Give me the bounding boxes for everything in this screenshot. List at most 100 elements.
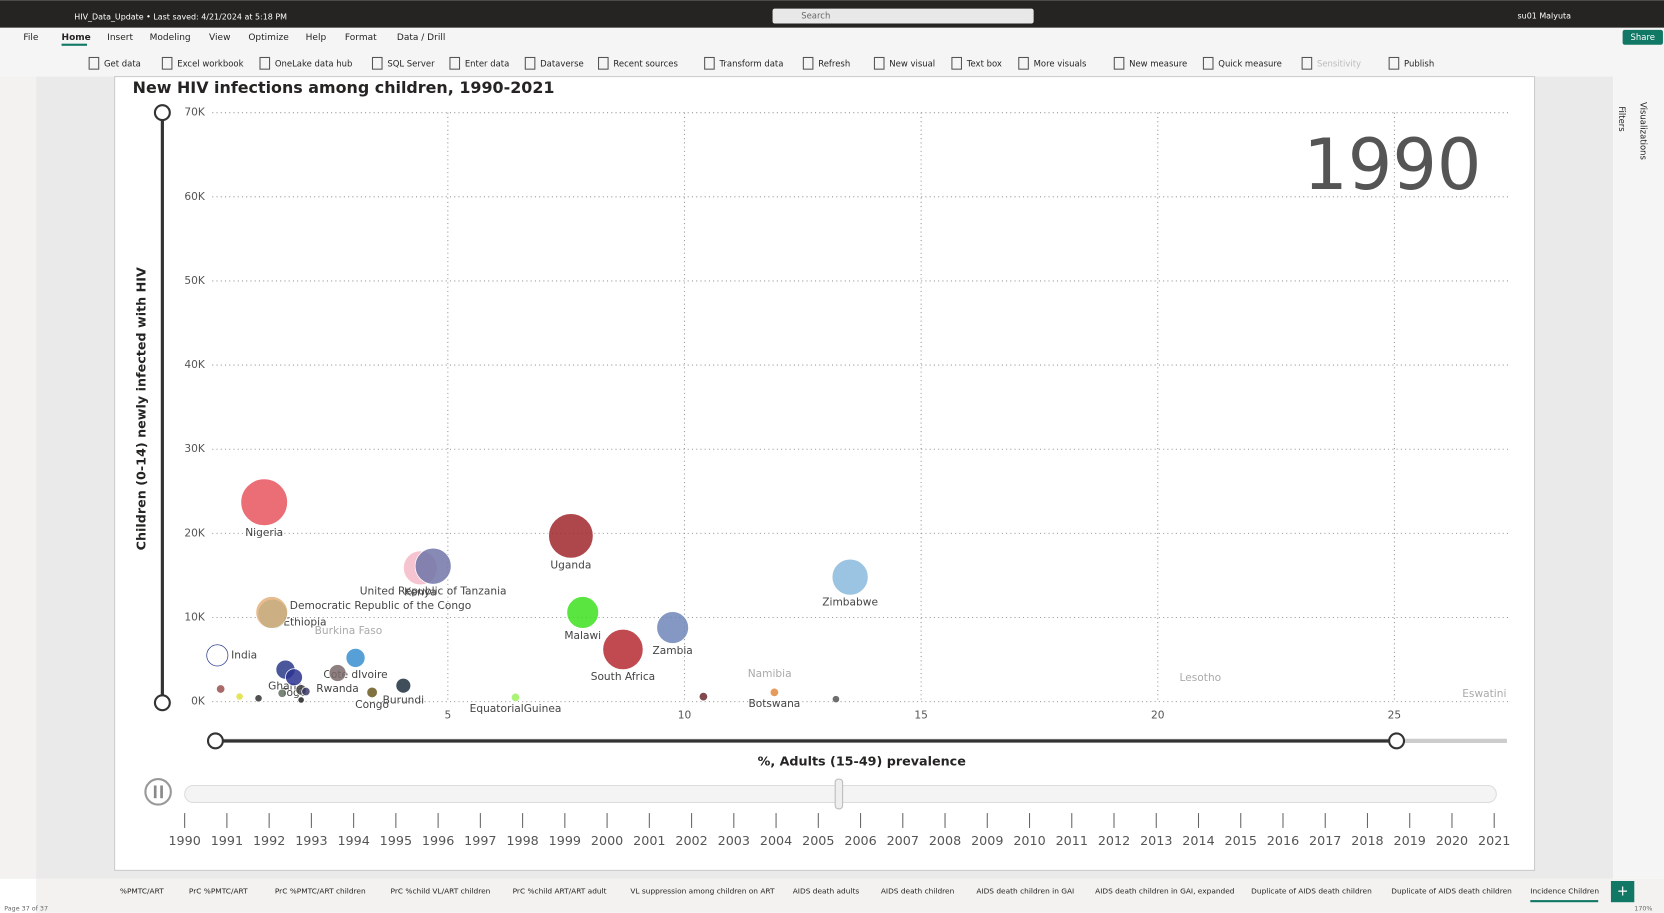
menu-item[interactable]: Modeling (150, 33, 191, 43)
year-label[interactable]: 2011 (1056, 834, 1088, 849)
x-tick-label: 10 (678, 708, 692, 721)
page-tab[interactable]: AIDS death children in GAI (976, 887, 1074, 896)
ribbon-button[interactable]: Dataverse (540, 58, 584, 68)
menu-item[interactable]: Home (62, 33, 91, 43)
page-tab[interactable]: PrC %child ART/ART adult (513, 887, 607, 896)
bubble-label: Botswana (748, 697, 800, 710)
page-tab[interactable]: AIDS death children (881, 887, 955, 896)
page-tab[interactable]: Duplicate of AIDS death children (1391, 887, 1512, 896)
ribbon-button[interactable]: New visual (889, 58, 935, 68)
y-tick-label: 0K (191, 695, 206, 708)
x-slider-handle[interactable] (1388, 732, 1406, 750)
x-tick-label: 25 (1388, 708, 1402, 721)
page-tab[interactable]: %PMTC/ART (120, 887, 164, 896)
year-label[interactable]: 1992 (253, 834, 285, 849)
menu-item[interactable]: Insert (107, 33, 133, 43)
year-label[interactable]: 2012 (1098, 834, 1130, 849)
bubble (235, 692, 244, 701)
search-box[interactable] (772, 8, 1034, 24)
year-label[interactable]: 2016 (1267, 834, 1299, 849)
year-label[interactable]: 2010 (1013, 834, 1045, 849)
year-label[interactable]: 2001 (633, 834, 665, 849)
year-label[interactable]: 2014 (1182, 834, 1214, 849)
year-label[interactable]: 1997 (464, 834, 496, 849)
ribbon-button[interactable]: New measure (1129, 58, 1187, 68)
year-label[interactable]: 2004 (760, 834, 792, 849)
add-page-button[interactable] (1610, 880, 1635, 903)
pause-icon (153, 785, 157, 799)
page-tab[interactable]: PrC %PMTC/ART (189, 887, 248, 896)
page-tab[interactable]: PrC %PMTC/ART children (275, 887, 366, 896)
ribbon-button[interactable]: Transform data (719, 58, 784, 68)
x-slider-handle[interactable] (206, 732, 224, 750)
year-label[interactable]: 2005 (802, 834, 834, 849)
ribbon-button[interactable]: Enter data (465, 58, 510, 68)
ribbon-button[interactable]: Recent sources (613, 58, 678, 68)
ribbon-button[interactable]: Quick measure (1218, 58, 1282, 68)
share-label[interactable]: Share (1631, 32, 1655, 42)
bubble-label: Kenya (404, 585, 436, 598)
pause-button[interactable] (144, 778, 172, 806)
year-label[interactable]: 1999 (549, 834, 581, 849)
bubble-label: South Africa (591, 670, 655, 683)
ribbon-icon (1018, 56, 1029, 70)
ribbon-button[interactable]: Excel workbook (177, 58, 243, 68)
year-label[interactable]: 1995 (380, 834, 412, 849)
year-label[interactable]: 1990 (168, 834, 200, 849)
year-label[interactable]: 1993 (295, 834, 327, 849)
ribbon-button[interactable]: More visuals (1034, 58, 1087, 68)
year-label[interactable]: 2020 (1436, 834, 1468, 849)
add-page-icon[interactable]: + (1617, 884, 1629, 900)
year-label[interactable]: 1996 (422, 834, 454, 849)
ribbon-button[interactable]: Publish (1404, 58, 1434, 68)
ribbon-icon (161, 56, 173, 70)
year-label[interactable]: 2008 (929, 834, 961, 849)
ribbon-button[interactable]: Text box (966, 58, 1002, 68)
year-label[interactable]: 2002 (675, 834, 707, 849)
ribbon-button[interactable]: Refresh (818, 58, 850, 68)
bubble (831, 695, 840, 704)
tab-bar (36, 878, 1664, 913)
page-tab[interactable]: Duplicate of AIDS death children (1251, 887, 1372, 896)
ribbon-button[interactable]: OneLake data hub (275, 58, 353, 68)
menu-item[interactable]: Help (306, 33, 327, 43)
year-label[interactable]: 2000 (591, 834, 623, 849)
year-label[interactable]: 2015 (1225, 834, 1257, 849)
year-label[interactable]: 2017 (1309, 834, 1341, 849)
filters-pane[interactable]: Filters (1617, 106, 1627, 131)
menu-item[interactable]: Optimize (248, 33, 289, 43)
page-tab[interactable]: VL suppression among children on ART (630, 887, 775, 896)
year-label[interactable]: 1998 (506, 834, 538, 849)
year-label[interactable]: 1991 (211, 834, 243, 849)
menu-item[interactable]: View (209, 33, 230, 43)
search-text[interactable]: Search (801, 11, 830, 21)
year-label[interactable]: 2009 (971, 834, 1003, 849)
menu-item[interactable]: File (23, 33, 39, 43)
bubble (414, 547, 452, 585)
menu-item[interactable]: Data / Drill (397, 33, 445, 43)
year-label[interactable]: 2013 (1140, 834, 1172, 849)
ribbon-button[interactable]: Get data (104, 58, 141, 68)
year-label[interactable]: 2019 (1394, 834, 1426, 849)
ribbon-button[interactable]: SQL Server (387, 58, 435, 68)
share-button[interactable] (1622, 29, 1663, 45)
ribbon-button[interactable]: Sensitivity (1317, 58, 1361, 68)
year-label[interactable]: 2006 (844, 834, 876, 849)
y-tick-label: 40K (184, 358, 206, 371)
x-tick-label: 20 (1151, 708, 1165, 721)
page-tab[interactable]: Incidence Children (1530, 887, 1599, 896)
play-thumb[interactable] (834, 778, 844, 810)
page-tab[interactable]: PrC %child VL/ART children (391, 887, 491, 896)
menu-item[interactable]: Format (345, 33, 377, 43)
year-label[interactable]: 1994 (337, 834, 369, 849)
page-tab[interactable]: AIDS death children in GAI, expanded (1095, 887, 1235, 896)
page-tab[interactable]: AIDS death adults (793, 887, 860, 896)
year-label[interactable]: 2021 (1478, 834, 1510, 849)
bubble-label: Nigeria (245, 526, 283, 539)
year-label[interactable]: 2018 (1351, 834, 1383, 849)
year-label[interactable]: 2003 (718, 834, 750, 849)
visualizations-pane[interactable]: Visualizations (1638, 102, 1648, 160)
year-label[interactable]: 2007 (887, 834, 919, 849)
y-slider-handle[interactable] (153, 694, 171, 712)
y-slider-handle[interactable] (153, 104, 171, 122)
